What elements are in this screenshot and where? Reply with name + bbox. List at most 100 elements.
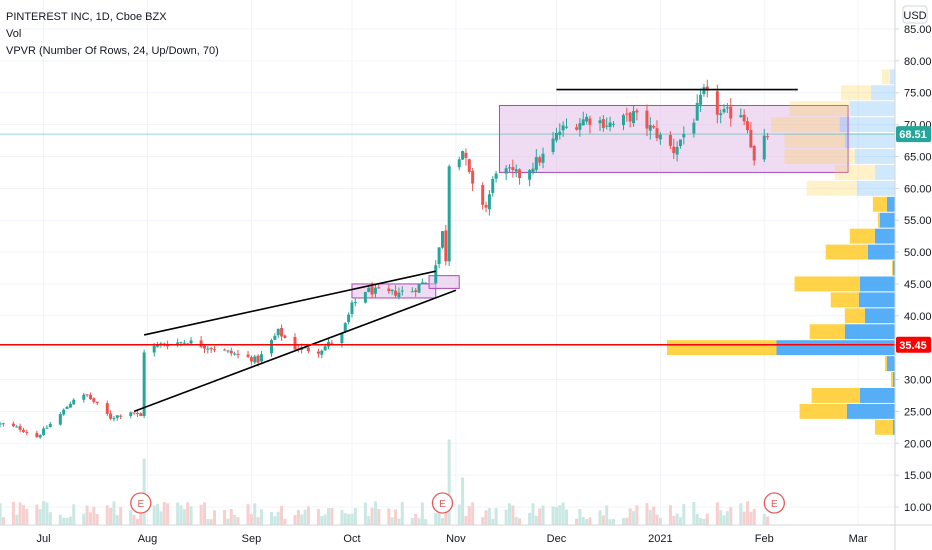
- time-tick-label: Feb: [755, 533, 774, 545]
- volume-bar: [199, 504, 203, 525]
- price-tick-label: 45.00: [904, 279, 932, 291]
- candle-body: [722, 109, 726, 113]
- price-axis-background: [895, 0, 932, 550]
- candle-body: [434, 265, 438, 284]
- candle-body: [377, 287, 381, 289]
- candle-body: [373, 287, 377, 294]
- vpvr-down-bar: [834, 164, 875, 180]
- candle-body: [42, 428, 46, 436]
- vpvr-down-bar: [789, 101, 850, 117]
- candle-body: [129, 412, 133, 416]
- vpvr-down-bar: [667, 340, 777, 356]
- candle-body: [410, 291, 414, 293]
- trend-line: [143, 270, 436, 336]
- candle-body: [18, 426, 22, 430]
- candle-body: [223, 349, 227, 351]
- volume-bar: [347, 514, 351, 525]
- volume-bar: [514, 516, 518, 525]
- candle-body: [189, 340, 193, 344]
- candle-body: [648, 125, 652, 131]
- volume-bar: [561, 502, 565, 525]
- candle-body: [276, 328, 280, 336]
- volume-bar: [699, 517, 703, 525]
- volume-bar: [276, 511, 280, 525]
- volume-bar: [0, 503, 2, 525]
- candle-body: [461, 151, 465, 160]
- vpvr-down-bar: [877, 212, 880, 228]
- volume-bar: [605, 505, 609, 525]
- volume-bar: [343, 513, 347, 525]
- volume-bar: [766, 516, 770, 525]
- volume-bar: [487, 508, 491, 525]
- volume-bar: [434, 513, 438, 525]
- symbol-title[interactable]: PINTEREST INC, 1D, Cboe BZX: [6, 11, 167, 23]
- candle-body: [89, 394, 93, 399]
- volume-bar: [38, 509, 42, 525]
- candle-body: [166, 344, 170, 347]
- volume-bar: [484, 510, 488, 525]
- vpvr-up-bar: [874, 228, 895, 244]
- candle-body: [343, 323, 347, 333]
- volume-bar: [327, 508, 331, 525]
- volume-bar: [598, 510, 602, 525]
- candle-body: [38, 435, 42, 438]
- volume-bar: [323, 514, 327, 525]
- volume-bar: [719, 510, 723, 525]
- price-tick-label: 30.00: [904, 375, 932, 387]
- volume-bar: [414, 514, 418, 525]
- candle-body: [156, 344, 160, 347]
- vpvr-up-bar: [889, 69, 895, 85]
- volume-bar: [471, 502, 475, 525]
- volume-bar: [420, 502, 424, 525]
- time-tick-label: 2021: [648, 533, 672, 545]
- vpvr-down-bar: [840, 85, 871, 101]
- vpvr-down-bar: [784, 133, 845, 148]
- candle-body: [464, 152, 468, 158]
- candle-body: [508, 167, 512, 169]
- vpvr-up-bar: [892, 260, 895, 276]
- vpvr-up-bar: [844, 133, 895, 148]
- volume-bar: [400, 501, 404, 525]
- volume-bar: [166, 503, 170, 525]
- volume-bar: [256, 517, 260, 525]
- volume-bar: [467, 506, 471, 525]
- vpvr-up-bar: [854, 149, 895, 164]
- vpvr-down-bar: [806, 180, 857, 196]
- volume-bar: [373, 501, 377, 525]
- volume-indicator-label[interactable]: Vol: [6, 28, 22, 40]
- candle-body: [82, 394, 86, 400]
- candle-body: [752, 145, 756, 161]
- candle-body: [481, 185, 485, 205]
- volume-bar: [682, 504, 686, 525]
- volume-bar: [491, 518, 495, 525]
- volume-bar: [621, 518, 625, 525]
- candle-body: [340, 332, 344, 344]
- candle-body: [115, 415, 119, 418]
- candle-body: [85, 394, 89, 396]
- volume-bar: [283, 518, 287, 525]
- candle-body: [206, 348, 210, 350]
- vpvr-up-bar: [844, 324, 895, 340]
- candle-body: [35, 432, 39, 438]
- volume-bar: [608, 519, 612, 525]
- candle-body: [387, 288, 391, 292]
- vpvr-down-bar: [830, 292, 859, 308]
- candle-body: [15, 426, 19, 428]
- volume-bar: [176, 502, 180, 525]
- candle-body: [135, 413, 139, 415]
- price-tick-label: 85.00: [904, 24, 932, 36]
- vpvr-indicator-label[interactable]: VPVR (Number Of Rows, 24, Up/Down, 70): [6, 45, 219, 57]
- earnings-event-label: E: [137, 499, 144, 510]
- candle-body: [705, 86, 709, 91]
- vpvr-up-bar: [892, 419, 895, 435]
- vpvr-down-bar: [874, 419, 893, 435]
- volume-bar: [511, 505, 515, 525]
- volume-bar: [648, 509, 652, 525]
- candle-body: [447, 166, 451, 262]
- candle-body: [739, 115, 743, 118]
- volume-bar: [92, 506, 96, 525]
- vpvr-up-bar: [858, 292, 895, 308]
